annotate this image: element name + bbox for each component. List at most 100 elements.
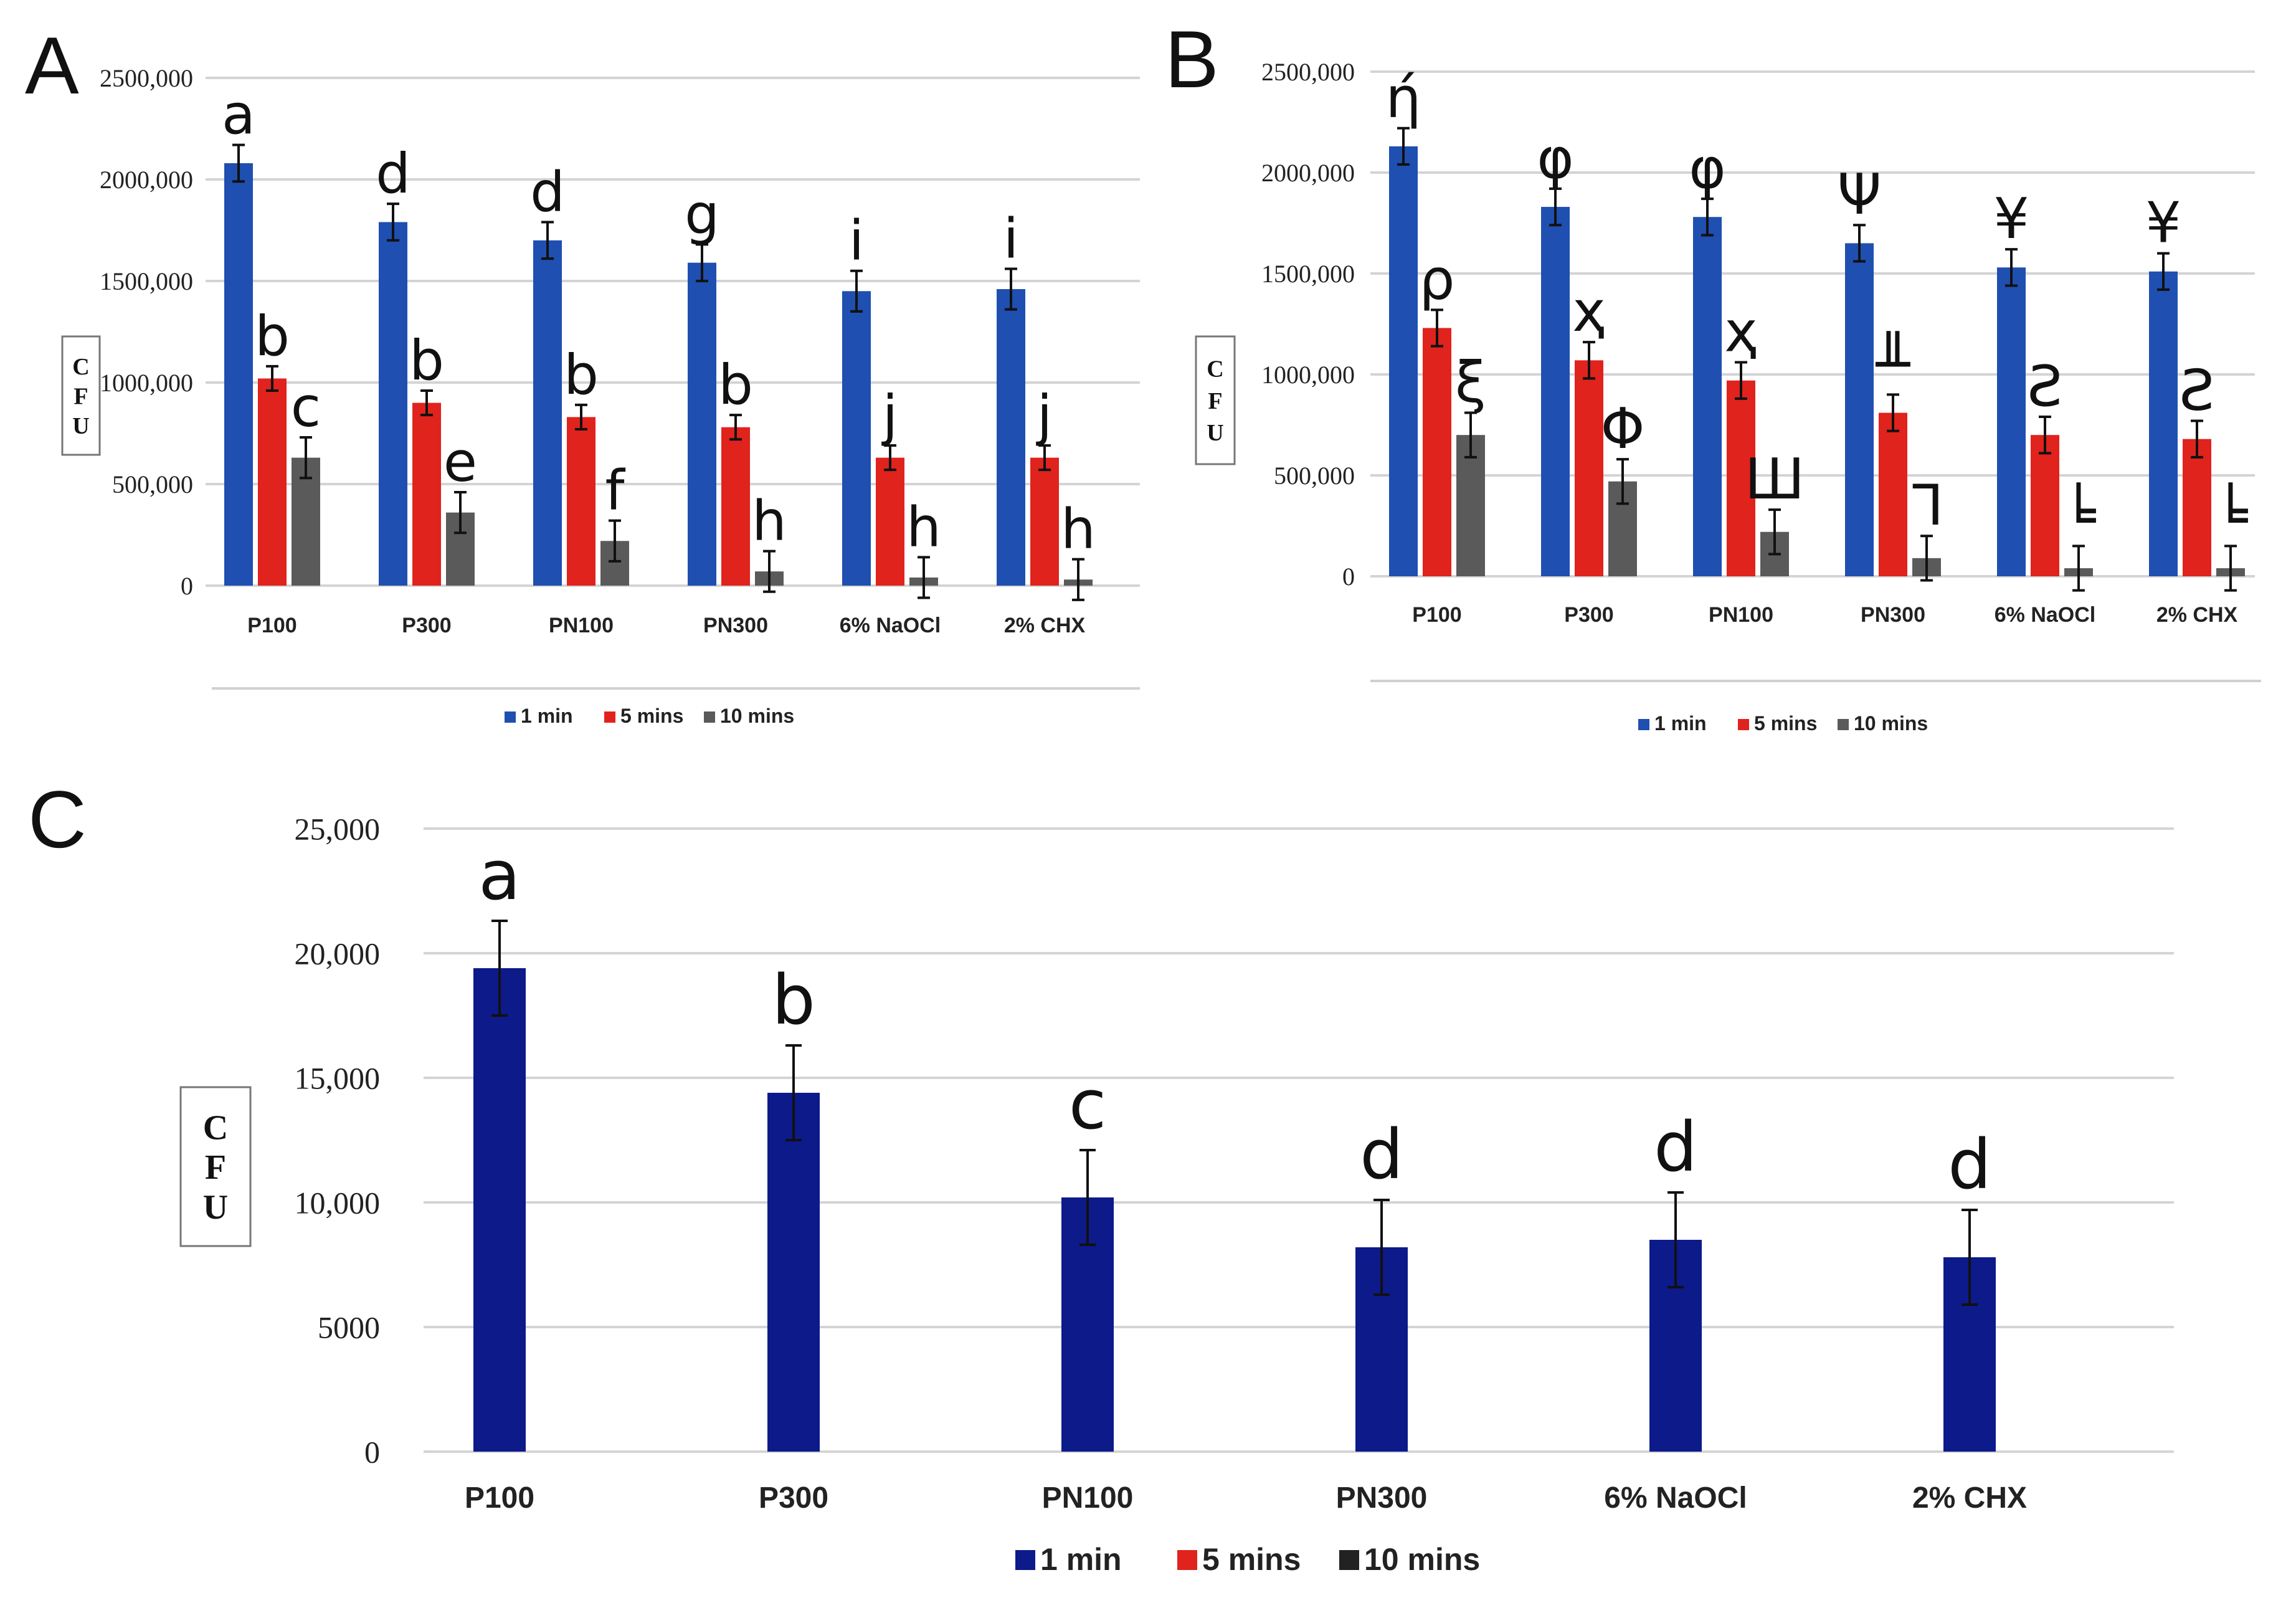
significance-letter: Φ bbox=[1601, 396, 1645, 462]
bar-5-mins-P300 bbox=[1575, 360, 1603, 576]
significance-letter: φ bbox=[1537, 126, 1573, 191]
panel-b: B 0 500,000 1000,000 1500,000 2000,000 2500,00… bbox=[1165, 14, 2261, 735]
category-label: 2% CHX bbox=[1912, 1482, 2027, 1515]
bar-1-min-P300 bbox=[379, 222, 407, 586]
significance-letter: h bbox=[906, 495, 941, 559]
significance-letter: g bbox=[685, 182, 719, 246]
category-label: P100 bbox=[247, 614, 296, 637]
bar-1-min-P300 bbox=[767, 1093, 820, 1452]
significance-letter: ╘ bbox=[2062, 482, 2097, 548]
category-label: P300 bbox=[1564, 603, 1613, 627]
y-tick-label: 0 bbox=[364, 1435, 380, 1470]
bar-5-mins-6-NaOCl bbox=[876, 457, 904, 586]
legend-swatch bbox=[704, 711, 715, 723]
category-label: 6% NaOCl bbox=[840, 614, 941, 637]
significance-letter: c bbox=[291, 375, 321, 439]
significance-letter: b bbox=[564, 343, 599, 407]
category-label: P100 bbox=[1412, 603, 1461, 627]
legend-swatch bbox=[505, 711, 516, 723]
y-axis-label-box bbox=[1195, 335, 1236, 465]
legend-swatch bbox=[1838, 719, 1849, 730]
significance-letter: ҳ bbox=[1724, 300, 1757, 365]
bar-1-min-P300 bbox=[1541, 207, 1570, 577]
y-axis-label-char: C bbox=[203, 1108, 228, 1147]
significance-letter: h bbox=[752, 489, 787, 553]
panel-label: A bbox=[25, 20, 79, 111]
panel-label: C bbox=[28, 774, 87, 865]
category-label: PN100 bbox=[549, 614, 614, 637]
legend-label: 10 mins bbox=[1854, 712, 1928, 735]
y-tick-label: 15,000 bbox=[295, 1061, 381, 1096]
y-axis-label-char: C bbox=[1207, 356, 1223, 383]
legend-swatch bbox=[1738, 719, 1749, 730]
significance-letter: d bbox=[1360, 1115, 1403, 1194]
y-tick-label: 0 bbox=[1342, 563, 1355, 591]
category-label: PN100 bbox=[1042, 1482, 1134, 1515]
y-tick-label: 2500,000 bbox=[1261, 58, 1355, 86]
bar-5-mins-6-NaOCl bbox=[2031, 435, 2059, 576]
legend-swatch bbox=[604, 711, 615, 723]
y-axis-label-char: C bbox=[72, 354, 89, 380]
y-tick-label: 5000 bbox=[318, 1310, 380, 1345]
legend-label: 5 mins bbox=[1202, 1542, 1301, 1577]
significance-letter: φ bbox=[1689, 136, 1725, 201]
bar-5-mins-PN300 bbox=[721, 427, 750, 586]
bar-1-min-2-CHX bbox=[2149, 271, 2178, 576]
legend-swatch bbox=[1015, 1550, 1035, 1570]
y-tick-label: 20,000 bbox=[295, 936, 381, 971]
category-label: 6% NaOCl bbox=[1995, 603, 2096, 627]
legend-label: 1 min bbox=[1040, 1542, 1122, 1577]
bar-1-min-P100 bbox=[1389, 146, 1418, 576]
y-tick-label: 1000,000 bbox=[100, 369, 193, 397]
bar-1-min-6-NaOCl bbox=[842, 291, 871, 586]
legend-label: 10 mins bbox=[1364, 1542, 1480, 1577]
bar-1-min-P100 bbox=[473, 968, 526, 1452]
significance-letter: i bbox=[849, 209, 864, 273]
significance-letter: h bbox=[1061, 497, 1096, 561]
bar-5-mins-PN100 bbox=[1727, 380, 1755, 576]
bar-1-min-PN300 bbox=[1845, 243, 1874, 576]
category-label: P300 bbox=[759, 1482, 828, 1515]
legend-swatch bbox=[1638, 719, 1649, 730]
bar-1-min-2-CHX bbox=[997, 289, 1025, 586]
significance-letter: ή bbox=[1385, 65, 1421, 131]
category-label: PN300 bbox=[1861, 603, 1925, 627]
bar-5-mins-PN300 bbox=[1879, 412, 1907, 576]
significance-letter: d bbox=[1948, 1125, 1991, 1204]
significance-letter: d bbox=[1654, 1107, 1697, 1187]
y-axis-label-char: U bbox=[72, 413, 89, 439]
significance-letter: f bbox=[605, 459, 626, 523]
category-label: P300 bbox=[402, 614, 451, 637]
significance-letter: j bbox=[1036, 383, 1052, 447]
y-tick-label: 2500,000 bbox=[100, 64, 193, 92]
bar-1-min-6-NaOCl bbox=[1997, 267, 2026, 576]
significance-letter: Ƨ bbox=[2179, 358, 2214, 424]
significance-letter: ╘ bbox=[2214, 482, 2249, 548]
significance-letter: b bbox=[718, 353, 753, 417]
y-tick-label: 1500,000 bbox=[100, 267, 193, 295]
y-tick-label: 1500,000 bbox=[1261, 260, 1355, 288]
significance-letter: ╨ bbox=[1876, 330, 1911, 397]
significance-letter: a bbox=[478, 835, 520, 915]
legend-label: 5 mins bbox=[1754, 712, 1817, 735]
bar-5-mins-2-CHX bbox=[2183, 439, 2211, 576]
y-tick-label: 0 bbox=[181, 572, 193, 600]
panel-label: B bbox=[1165, 14, 1219, 105]
bar-1-min-P100 bbox=[224, 163, 253, 586]
category-label: 2% CHX bbox=[1004, 614, 1086, 637]
y-axis-label-char: U bbox=[1207, 420, 1223, 446]
panel-a: A 0 500,000 1000,000 1500,000 2000,000 2500,00… bbox=[25, 20, 1140, 727]
bar-5-mins-PN100 bbox=[567, 417, 595, 586]
y-axis-label-char: U bbox=[203, 1188, 228, 1227]
category-label: P100 bbox=[465, 1482, 534, 1515]
significance-letter: ᒣ bbox=[1910, 473, 1944, 538]
significance-letter: ρ bbox=[1419, 247, 1454, 312]
significance-letter: b bbox=[255, 304, 290, 368]
significance-letter: d bbox=[530, 159, 565, 224]
bar-1-min-PN100 bbox=[1693, 217, 1722, 576]
panel-c: C0500010,00015,00020,00025,000CFUaP100bP… bbox=[28, 774, 2174, 1577]
bar-1-min-PN100 bbox=[533, 240, 562, 586]
significance-letter: ¥ bbox=[1993, 186, 2029, 252]
y-tick-label: 2000,000 bbox=[100, 166, 193, 194]
